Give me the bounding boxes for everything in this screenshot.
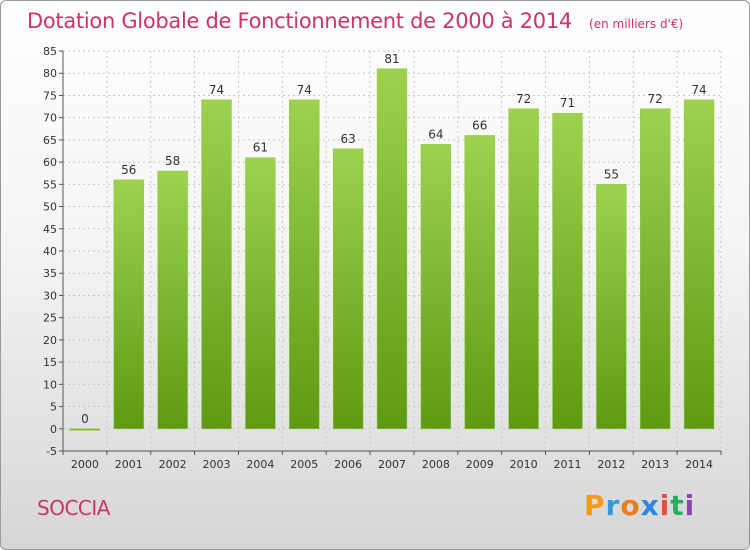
x-tick-label: 2007 [378, 458, 406, 471]
logo-letter: r [605, 489, 621, 522]
bar-value-label: 58 [165, 154, 180, 168]
tick-labels: -5 0 5 10 15 20 25 30 35 40 45 50 55 60 65 70 75 80 85 2000… [43, 45, 713, 471]
bar [552, 112, 583, 430]
logo-letter: t [670, 489, 685, 522]
bars [69, 68, 715, 431]
y-tick-label: 65 [43, 134, 57, 147]
bar [376, 68, 408, 430]
x-tick-label: 2009 [466, 458, 494, 471]
x-tick-label: 2000 [71, 458, 99, 471]
bar [420, 144, 452, 430]
x-tick-label: 2008 [422, 458, 450, 471]
bar [157, 170, 188, 430]
chart-title: Dotation Globale de Fonctionnement de 20… [27, 9, 572, 33]
logo-letter: P [584, 489, 606, 522]
bar-value-label: 56 [121, 163, 136, 177]
y-tick-label: 80 [43, 67, 57, 80]
bar-value-label: 74 [297, 83, 312, 97]
bar-value-label: 74 [691, 83, 706, 97]
bar-value-label: 55 [604, 167, 619, 181]
y-tick-label: 85 [43, 45, 57, 58]
bar [69, 428, 101, 431]
y-tick-label: 40 [43, 245, 57, 258]
bar-value-label: 72 [516, 92, 531, 106]
logo-letter: i [659, 489, 671, 522]
logo-letter: x [640, 489, 660, 522]
y-tick-label: 5 [50, 401, 57, 414]
bar [113, 179, 144, 430]
x-tick-label: 2001 [115, 458, 143, 471]
bar [596, 184, 627, 430]
bar-value-label: 71 [560, 96, 575, 110]
y-tick-label: 10 [43, 378, 57, 391]
bar-value-label: 66 [472, 118, 487, 132]
bar [245, 157, 276, 430]
bar [289, 99, 320, 430]
chart-unit: (en milliers d'€) [589, 17, 684, 31]
y-tick-label: 60 [43, 156, 57, 169]
bar [640, 108, 671, 430]
logo-letter: o [620, 489, 641, 522]
y-tick-label: 15 [43, 356, 57, 369]
commune-name: SOCCIA [37, 496, 110, 520]
y-tick-label: 20 [43, 334, 57, 347]
x-tick-label: 2003 [203, 458, 231, 471]
y-tick-label: 70 [43, 112, 57, 125]
x-tick-label: 2004 [246, 458, 274, 471]
bar-value-label: 0 [81, 412, 89, 426]
x-tick-label: 2002 [159, 458, 187, 471]
y-tick-label: 30 [43, 289, 57, 302]
bar [464, 135, 495, 430]
y-tick-label: 25 [43, 312, 57, 325]
x-tick-label: 2011 [553, 458, 581, 471]
x-tick-label: 2012 [597, 458, 625, 471]
bar-value-label: 61 [253, 141, 268, 155]
y-tick-label: 50 [43, 201, 57, 214]
bar-value-label: 63 [340, 132, 355, 146]
x-tick-label: 2006 [334, 458, 362, 471]
y-tick-label: 0 [50, 423, 57, 436]
y-tick-label: 55 [43, 178, 57, 191]
bar-value-label: 74 [209, 83, 224, 97]
bar-value-label: 72 [648, 92, 663, 106]
logo-letter: i [684, 489, 696, 522]
title-row: Dotation Globale de Fonctionnement de 20… [27, 9, 683, 33]
bar [201, 99, 232, 430]
bar [508, 108, 539, 430]
proxiti-logo: Proxiti [584, 489, 695, 522]
bar-value-label: 81 [384, 52, 399, 66]
y-tick-label: 45 [43, 223, 57, 236]
bar [332, 148, 364, 430]
x-tick-label: 2005 [290, 458, 318, 471]
bar [683, 99, 715, 430]
y-tick-label: 35 [43, 267, 57, 280]
x-tick-label: 2010 [510, 458, 538, 471]
data-labels: 0 56 58 74 61 74 63 81 64 66 72 71 55 72 74 [81, 52, 707, 426]
x-tick-label: 2014 [685, 458, 713, 471]
bar-value-label: 64 [428, 127, 443, 141]
axes [59, 50, 722, 455]
y-tick-label: -5 [46, 445, 57, 458]
x-tick-label: 2013 [641, 458, 669, 471]
y-tick-label: 75 [43, 89, 57, 102]
